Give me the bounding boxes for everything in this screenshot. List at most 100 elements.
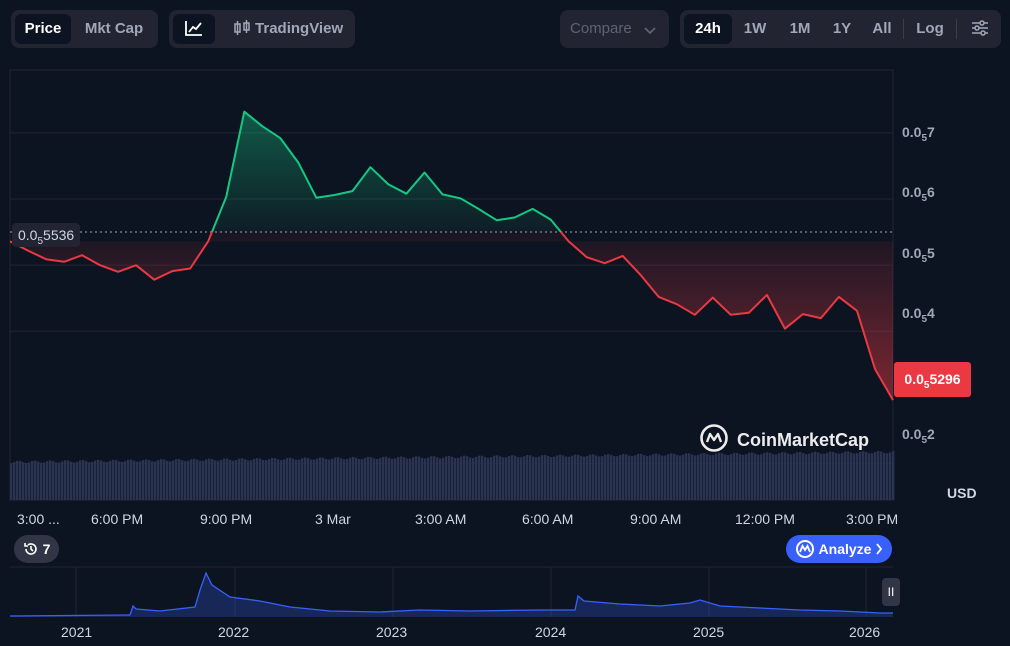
volume-bar xyxy=(715,453,718,500)
volume-bar xyxy=(274,458,277,500)
volume-bar xyxy=(46,461,49,500)
volume-bar xyxy=(508,455,511,500)
volume-bar xyxy=(466,456,469,500)
volume-bar xyxy=(73,462,76,500)
volume-bar xyxy=(784,452,787,500)
volume-bar xyxy=(313,459,316,500)
volume-bar xyxy=(223,458,226,500)
volume-bar xyxy=(667,454,670,500)
range-1w[interactable]: 1W xyxy=(743,20,767,37)
volume-bar xyxy=(163,459,166,500)
volume-bar xyxy=(325,458,328,500)
y-tick-label: 0.057 xyxy=(902,124,935,144)
x-tick-label: 9:00 AM xyxy=(630,511,682,527)
volume-bar xyxy=(310,459,313,500)
volume-bar xyxy=(607,454,610,500)
navigator-year-label: 2025 xyxy=(693,624,725,640)
volume-bar xyxy=(850,452,853,500)
volume-bar xyxy=(832,451,835,500)
volume-bar xyxy=(409,458,412,500)
compare-dropdown[interactable]: Compare xyxy=(560,10,669,48)
mkt-cap-tab[interactable]: Mkt Cap xyxy=(84,20,144,37)
volume-bar xyxy=(658,454,661,500)
volume-bar xyxy=(577,454,580,500)
chart-settings-button[interactable] xyxy=(963,14,997,44)
range-24h[interactable]: 24h xyxy=(684,14,732,44)
volume-bar xyxy=(571,455,574,500)
volume-bar xyxy=(862,451,865,500)
volume-bar xyxy=(769,452,772,500)
volume-bar xyxy=(766,452,769,500)
navigator-year-label: 2023 xyxy=(376,624,408,640)
volume-bar xyxy=(523,456,526,500)
volume-bar xyxy=(676,455,679,500)
type-toggle-group: Price Mkt Cap xyxy=(11,10,158,48)
tradingview-button[interactable]: TradingView xyxy=(225,14,351,44)
volume-bar xyxy=(538,456,541,500)
volume-bar xyxy=(10,463,13,500)
volume-bar xyxy=(580,456,583,500)
volume-bar xyxy=(265,460,268,500)
volume-bar xyxy=(94,460,97,500)
volume-bar xyxy=(664,455,667,500)
volume-bar xyxy=(682,454,685,500)
volume-bar xyxy=(202,460,205,500)
analyze-button[interactable]: Analyze xyxy=(786,535,892,563)
history-badge[interactable]: 7 xyxy=(14,535,59,563)
volume-bar xyxy=(472,457,475,500)
volume-bar xyxy=(826,452,829,500)
volume-bar xyxy=(424,458,427,500)
volume-bar xyxy=(442,457,445,500)
volume-bar xyxy=(814,451,817,500)
volume-bar xyxy=(541,455,544,500)
volume-bar xyxy=(79,460,82,500)
volume-bar xyxy=(88,462,91,500)
chevron-right-icon xyxy=(875,541,883,557)
volume-bar xyxy=(307,458,310,500)
volume-bar xyxy=(802,453,805,500)
range-1m[interactable]: 1M xyxy=(789,20,811,37)
price-tab[interactable]: Price xyxy=(15,14,71,44)
volume-bar xyxy=(559,454,562,500)
volume-bar xyxy=(679,455,682,500)
volume-bar xyxy=(820,453,823,500)
volume-bar xyxy=(115,460,118,500)
volume-bar xyxy=(496,455,499,500)
log-toggle[interactable]: Log xyxy=(916,20,944,37)
navigator-year-label: 2021 xyxy=(61,624,93,640)
volume-bar xyxy=(214,460,217,500)
volume-bar xyxy=(139,461,142,500)
range-1y[interactable]: 1Y xyxy=(832,20,852,37)
price-line-up xyxy=(210,110,563,232)
volume-bar xyxy=(481,455,484,500)
volume-bar xyxy=(871,453,874,500)
volume-bar xyxy=(886,453,889,500)
navigator-handle[interactable]: II xyxy=(882,578,900,606)
volume-bar xyxy=(58,462,61,500)
volume-bar xyxy=(208,458,211,500)
volume-bar xyxy=(655,453,658,500)
volume-bar xyxy=(385,456,388,500)
volume-bar xyxy=(823,453,826,500)
volume-bar xyxy=(292,458,295,500)
volume-bar xyxy=(529,455,532,500)
navigator-year-label: 2026 xyxy=(849,624,881,640)
volume-bar xyxy=(226,458,229,500)
volume-bar xyxy=(445,456,448,500)
volume-bar xyxy=(889,452,892,500)
range-all[interactable]: All xyxy=(872,20,892,37)
line-chart-button[interactable] xyxy=(173,14,215,44)
volume-bar xyxy=(415,456,418,500)
volume-bar xyxy=(763,453,766,500)
volume-bar xyxy=(328,459,331,500)
volume-bar xyxy=(295,459,298,500)
volume-bar xyxy=(568,456,571,500)
open-price-tag: 0.055536 xyxy=(12,223,81,247)
volume-bar xyxy=(412,457,415,500)
y-tick-label: 0.056 xyxy=(902,184,935,204)
volume-bar xyxy=(805,454,808,500)
x-tick-label: 3:00 PM xyxy=(846,511,899,527)
volume-bar xyxy=(736,452,739,500)
